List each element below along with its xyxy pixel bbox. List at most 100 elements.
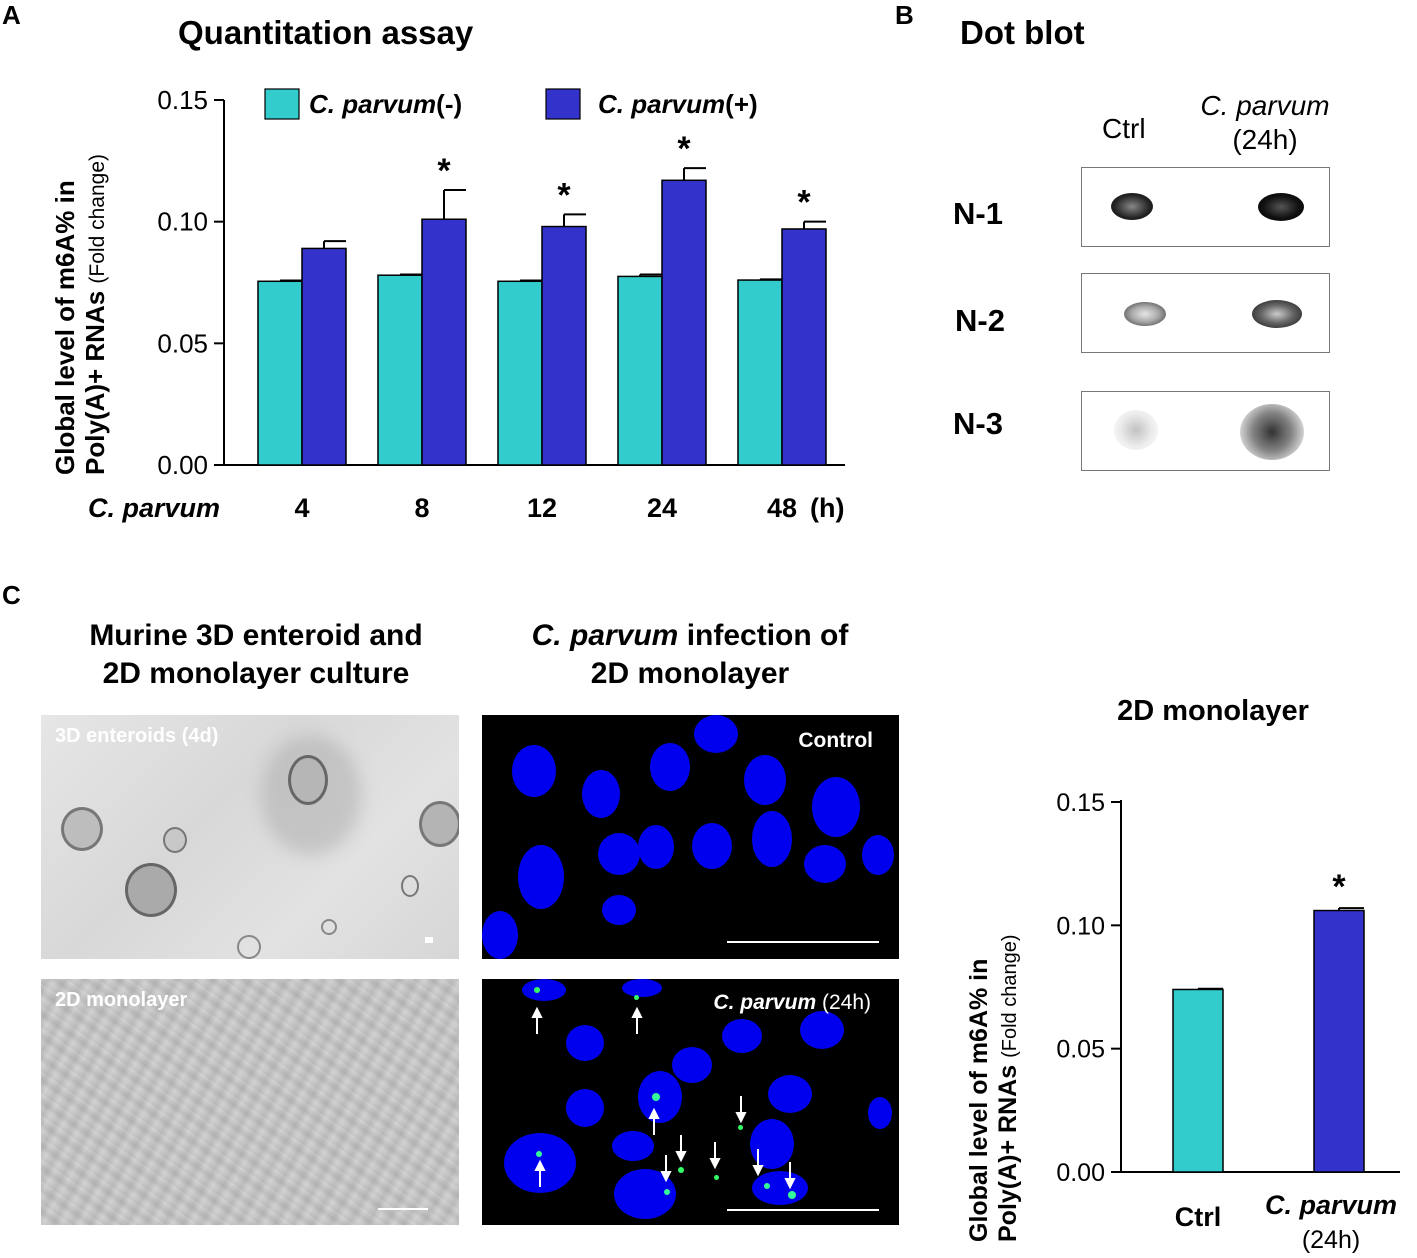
y-tick-label: 0.15 — [157, 85, 208, 115]
image-control-fluorescence: Control — [482, 715, 899, 959]
scale-bar-control — [727, 941, 879, 943]
significance-mark: * — [677, 130, 691, 168]
significance-mark: * — [1332, 868, 1346, 906]
nucleus — [566, 1089, 604, 1127]
x-row-label: C. parvum — [88, 493, 220, 523]
bar — [1313, 909, 1365, 1173]
x-tick-label: 48 — [767, 493, 797, 523]
blot-dot-cp-2 — [1252, 300, 1302, 328]
parasite — [738, 1125, 743, 1130]
legend-pos-suffix: (+) — [725, 89, 758, 119]
image-2d-monolayer: 2D monolayer — [41, 979, 459, 1225]
parasite — [678, 1167, 684, 1173]
img-enteroids-label: 3D enteroids (4d) — [55, 725, 219, 747]
img-infected-time: (24h) — [821, 991, 871, 1014]
nucleus — [744, 755, 786, 805]
enteroid-7 — [237, 935, 261, 959]
legend-swatch-neg — [264, 88, 300, 120]
significance-mark: * — [557, 176, 571, 214]
nucleus — [638, 825, 674, 869]
nucleus — [518, 845, 564, 909]
scale-bar-monolayer — [378, 1208, 428, 1210]
bar — [617, 275, 663, 466]
blot-strip-2 — [1081, 273, 1330, 353]
y-tick-label: 0.10 — [157, 207, 208, 237]
blot-row-label-2: N-2 — [955, 303, 1005, 338]
chart-a-svg: C. parvum(-) C. parvum(+) C. parvum (h) … — [88, 85, 845, 523]
x-tick-label-cp-sub: (24h) — [1302, 1226, 1360, 1254]
img-monolayer-label: 2D monolayer — [55, 989, 188, 1011]
bar — [661, 179, 707, 466]
image-3d-enteroids: 3D enteroids (4d) — [41, 715, 459, 959]
enteroid-1 — [288, 755, 328, 805]
y-tick-label: 0.15 — [1056, 789, 1105, 817]
nucleus — [862, 835, 894, 875]
x-tick-label-cp: C. parvum — [1265, 1190, 1397, 1220]
blot-row-label-3: N-3 — [953, 406, 1003, 441]
legend-neg-name: C. parvum — [309, 89, 436, 119]
nucleus — [602, 895, 636, 925]
panel-b-title: Dot blot — [960, 14, 1085, 51]
x-tick-label: 24 — [647, 493, 677, 523]
panel-label-c: C — [2, 580, 21, 610]
parasite — [664, 1189, 670, 1195]
x-tick-label: 8 — [414, 493, 429, 523]
parasite — [534, 987, 540, 993]
img-infected-name: C. parvum — [713, 991, 817, 1014]
significance-mark: * — [797, 184, 811, 222]
img-infected-label: C. parvum (24h) — [713, 991, 871, 1015]
bar — [257, 280, 303, 466]
y-tick-label: 0.00 — [157, 450, 208, 480]
blot-dot-cp-1 — [1258, 193, 1304, 221]
nucleus — [752, 1171, 808, 1205]
nucleus — [522, 979, 566, 1001]
blot-strip-1 — [1081, 167, 1330, 247]
blot-col-ctrl: Ctrl — [1102, 113, 1146, 144]
panel-c-left-title: Murine 3D enteroid and 2D monolayer cult… — [40, 617, 472, 693]
blot-strip-3 — [1081, 391, 1330, 471]
parasite — [714, 1175, 719, 1180]
nucleus — [582, 770, 620, 818]
parasite — [788, 1191, 796, 1199]
nucleus — [768, 1075, 812, 1113]
nucleus — [812, 777, 860, 837]
y-tick-label: 0.10 — [1056, 912, 1105, 940]
x-tick-label-ctrl: Ctrl — [1175, 1202, 1222, 1232]
chart-c-svg: 2D monolayer 0.00 0.05 0.10 0.15 * Ctrl C. parv… — [1056, 695, 1400, 1254]
nucleus — [752, 811, 792, 867]
y-tick-label: 0.00 — [1056, 1159, 1105, 1187]
bar — [377, 274, 423, 466]
blot-dot-ctrl-2 — [1124, 302, 1166, 326]
significance-mark: * — [437, 152, 451, 190]
x-tick-label: 4 — [294, 493, 309, 523]
nucleus — [800, 1011, 844, 1049]
mid-title-name: C. parvum — [531, 619, 679, 652]
blot-col-cp-sub: (24h) — [1232, 124, 1298, 155]
nucleus — [692, 823, 732, 869]
nucleus — [804, 845, 846, 883]
bar — [1172, 988, 1224, 1173]
nucleus — [694, 715, 738, 753]
panel-a-title: Quantitation assay — [178, 14, 474, 51]
blot-col-cp: C. parvum (24h) — [1180, 89, 1350, 157]
left-title-line1: Murine 3D enteroid and — [89, 619, 423, 652]
parasite — [764, 1183, 770, 1189]
blot-dot-cp-3 — [1240, 404, 1304, 460]
legend-swatch-pos — [545, 88, 581, 120]
parasite — [634, 995, 639, 1000]
y-tick-label: 0.05 — [1056, 1036, 1105, 1064]
enteroid-8 — [321, 919, 337, 935]
mid-title-line2: 2D monolayer — [590, 657, 790, 690]
nucleus — [672, 1047, 712, 1083]
nucleus — [638, 1071, 682, 1123]
bar — [781, 228, 827, 466]
nucleus — [868, 1097, 892, 1129]
nucleus — [622, 979, 662, 997]
enteroid-3 — [125, 863, 177, 917]
enteroid-5 — [419, 801, 459, 847]
mid-title-rest: infection of — [686, 619, 849, 652]
blot-row-label-1: N-1 — [953, 196, 1003, 231]
panel-label-b: B — [895, 0, 914, 30]
panel-c-mid-title: C. parvum infection of 2D monolayer — [478, 617, 902, 693]
enteroid-6 — [401, 875, 419, 897]
